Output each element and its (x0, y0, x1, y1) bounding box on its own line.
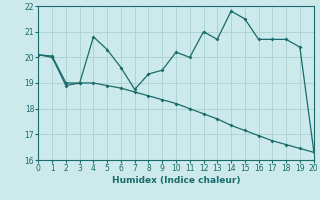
X-axis label: Humidex (Indice chaleur): Humidex (Indice chaleur) (112, 176, 240, 185)
